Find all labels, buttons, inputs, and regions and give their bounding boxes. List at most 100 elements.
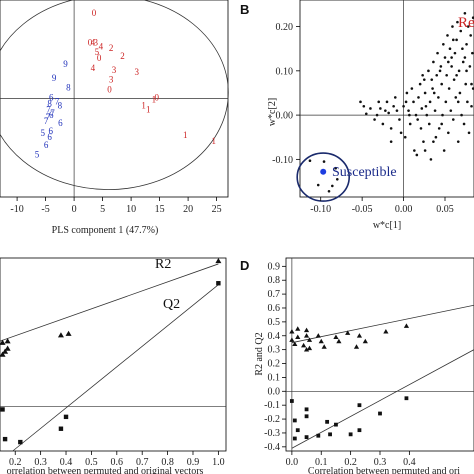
q2-regression-line — [291, 349, 474, 449]
loading-point — [331, 184, 334, 188]
loading-point — [420, 107, 424, 110]
r2-point — [289, 328, 295, 334]
loading-point — [451, 38, 455, 42]
loading-point — [448, 47, 452, 50]
loading-point — [436, 51, 439, 55]
panel-b-frame — [299, 0, 474, 198]
loading-point — [456, 20, 459, 24]
loading-point — [359, 100, 362, 104]
r2-point — [4, 345, 11, 351]
loading-point — [404, 100, 408, 104]
loading-point — [471, 87, 474, 90]
loading-point — [450, 65, 453, 68]
loading-point — [462, 122, 466, 126]
sample-label: 5 — [41, 128, 46, 138]
sample-label: 5 — [35, 150, 40, 160]
loading-point — [384, 109, 387, 112]
sample-label: 7 — [44, 116, 49, 126]
sample-label: 0 — [88, 37, 93, 47]
sample-label: 7 — [50, 108, 55, 118]
x-tick-label: 0.5 — [85, 457, 98, 468]
loading-point — [449, 109, 453, 112]
r2-point — [321, 344, 327, 349]
r2-point — [345, 330, 351, 335]
q2-point — [63, 414, 69, 420]
loading-point — [385, 100, 389, 104]
y-tick-label: 0.2 — [268, 359, 281, 370]
q2-point — [58, 426, 64, 431]
r2-point — [333, 334, 339, 340]
x-tick-label: 0 — [72, 204, 77, 215]
loading-point — [457, 69, 461, 73]
loading-point — [453, 51, 457, 55]
q2-point — [316, 433, 321, 438]
y-tick-label: 0.3 — [268, 345, 281, 356]
y-tick-label: -0.1 — [264, 400, 280, 411]
loading-point — [463, 56, 467, 59]
loading-point — [418, 82, 422, 86]
q2-point — [289, 399, 294, 403]
loading-point — [441, 113, 444, 117]
r2-point — [315, 333, 321, 338]
y-tick-label: 0.6 — [268, 303, 281, 314]
x-tick-label: 0.4 — [403, 457, 416, 468]
loading-point — [414, 113, 418, 117]
r2-point — [289, 337, 295, 342]
loading-point — [421, 73, 424, 77]
loading-point — [447, 87, 451, 90]
r2-point — [353, 344, 360, 349]
sample-label: 6 — [44, 140, 49, 150]
loading-point — [432, 60, 435, 64]
panel-d-ylabel: R2 and Q2 — [254, 332, 265, 375]
highlight-point — [320, 168, 327, 175]
y-tick-label: 0.1 — [268, 372, 281, 383]
sample-label: 1 — [212, 136, 217, 146]
sample-label: 1 — [183, 130, 188, 140]
loading-point — [451, 118, 455, 121]
susceptible-label: Susceptible — [332, 165, 397, 180]
sample-label: 9 — [63, 59, 68, 69]
loading-point — [432, 140, 435, 143]
panel-b-ylabel: w*c[2] — [267, 98, 278, 126]
loading-point — [422, 78, 426, 81]
loading-point — [415, 153, 419, 157]
x-tick-label: 0.4 — [60, 457, 73, 468]
loading-point — [464, 82, 468, 86]
x-tick-label: -5 — [41, 204, 49, 215]
x-tick-label: 1.0 — [212, 457, 225, 468]
sample-label: 3 — [109, 75, 114, 85]
sample-label: 1 — [152, 94, 157, 104]
loading-point — [446, 34, 449, 37]
loading-point — [402, 104, 405, 108]
y-tick-label: 0.10 — [276, 66, 294, 77]
x-tick-label: 0.1 — [315, 457, 328, 468]
loading-point — [405, 91, 409, 95]
x-tick-label: -0.10 — [310, 204, 331, 215]
loading-point — [463, 11, 467, 15]
x-tick-label: 0.8 — [161, 457, 174, 468]
loading-point — [454, 96, 458, 99]
r2-point — [318, 338, 324, 344]
loading-point — [468, 65, 472, 68]
loading-point — [362, 104, 366, 108]
panel-d-xlabel: Correlation between permuted and ori — [308, 466, 460, 474]
loading-point — [461, 60, 465, 64]
loading-point — [375, 113, 379, 117]
loading-point — [451, 25, 454, 28]
x-tick-label: -0.05 — [352, 204, 373, 215]
q2-point — [304, 407, 309, 412]
r2-point — [65, 330, 72, 336]
sample-label: 4 — [99, 41, 104, 51]
q2-point — [357, 403, 362, 408]
loading-point — [461, 47, 464, 50]
q2-series-label: Q2 — [163, 297, 180, 312]
loading-point — [459, 29, 463, 33]
q2-point — [325, 419, 330, 424]
susceptible-circle — [296, 152, 351, 202]
loading-point — [316, 183, 320, 187]
loading-point — [471, 51, 474, 55]
q2-point — [0, 407, 5, 412]
loading-point — [377, 100, 381, 104]
